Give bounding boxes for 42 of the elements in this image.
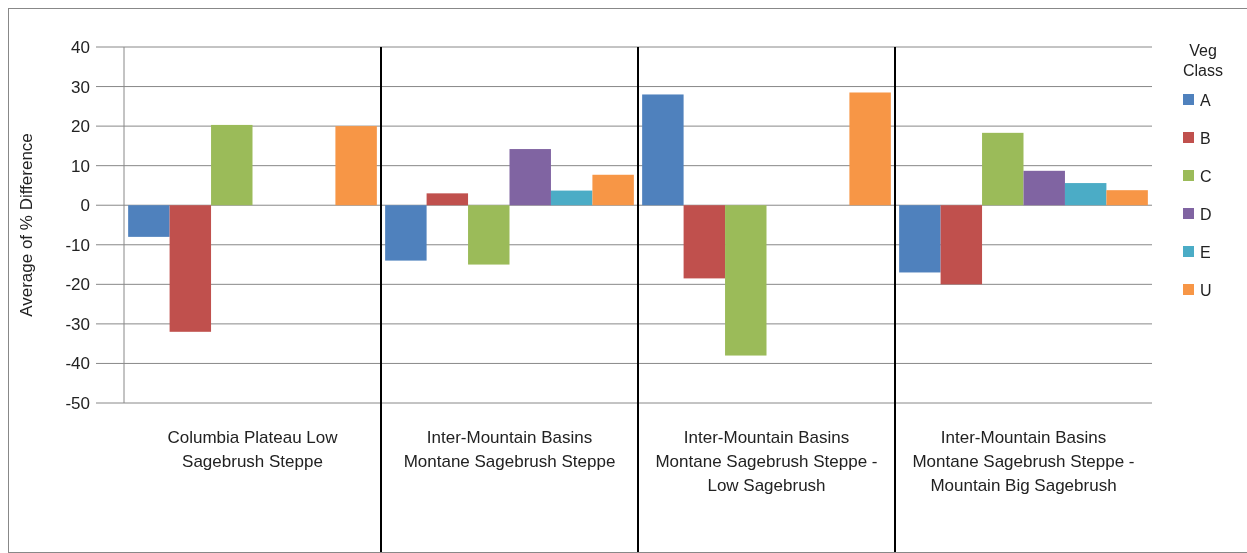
legend-title: Veg Class — [1182, 42, 1224, 79]
bar — [335, 126, 377, 206]
bar — [725, 205, 767, 356]
bar — [1106, 190, 1148, 206]
x-tick-label: Columbia Plateau Low Sagebrush Steppe — [167, 428, 339, 471]
y-tick-label: -10 — [65, 235, 90, 255]
bar — [642, 94, 684, 206]
y-tick-label: 20 — [71, 117, 90, 137]
y-tick-label: 40 — [71, 37, 90, 57]
bar — [128, 205, 170, 237]
legend-label: C — [1200, 167, 1212, 185]
y-tick-label: 30 — [71, 77, 90, 97]
bar — [849, 92, 891, 206]
bar — [982, 132, 1024, 206]
bar — [940, 205, 983, 285]
y-tick-label: 10 — [71, 156, 90, 176]
y-axis-title: Average of % Difference — [17, 133, 36, 317]
legend-label: B — [1200, 129, 1211, 147]
bar — [1064, 183, 1107, 206]
bar — [899, 205, 941, 273]
bar — [468, 205, 510, 265]
bar — [211, 124, 253, 206]
y-tick-label: -20 — [65, 275, 90, 295]
x-tick-label: Inter-Mountain Basins Montane Sagebrush Steppe - Mountain Big Sagebrush — [912, 428, 1135, 495]
bar — [1023, 170, 1065, 206]
y-tick-label: -50 — [65, 393, 90, 413]
bar — [169, 205, 212, 332]
legend-label: E — [1200, 243, 1211, 261]
bar — [683, 205, 726, 279]
bar — [426, 193, 469, 206]
bar — [385, 205, 427, 261]
bar — [550, 190, 593, 206]
legend-label: U — [1200, 281, 1212, 299]
y-tick-label: -30 — [65, 314, 90, 334]
bar — [592, 174, 634, 206]
y-tick-label: 0 — [80, 196, 90, 216]
x-tick-label: Inter-Mountain Basins Montane Sagebrush Steppe — [403, 428, 616, 471]
bar — [509, 149, 551, 206]
x-tick-label: Inter-Mountain Basins Montane Sagebrush Steppe - Low Sagebrush — [655, 428, 878, 495]
legend-label: D — [1200, 205, 1212, 223]
legend-label: A — [1200, 91, 1211, 109]
y-tick-label: -40 — [65, 354, 90, 374]
